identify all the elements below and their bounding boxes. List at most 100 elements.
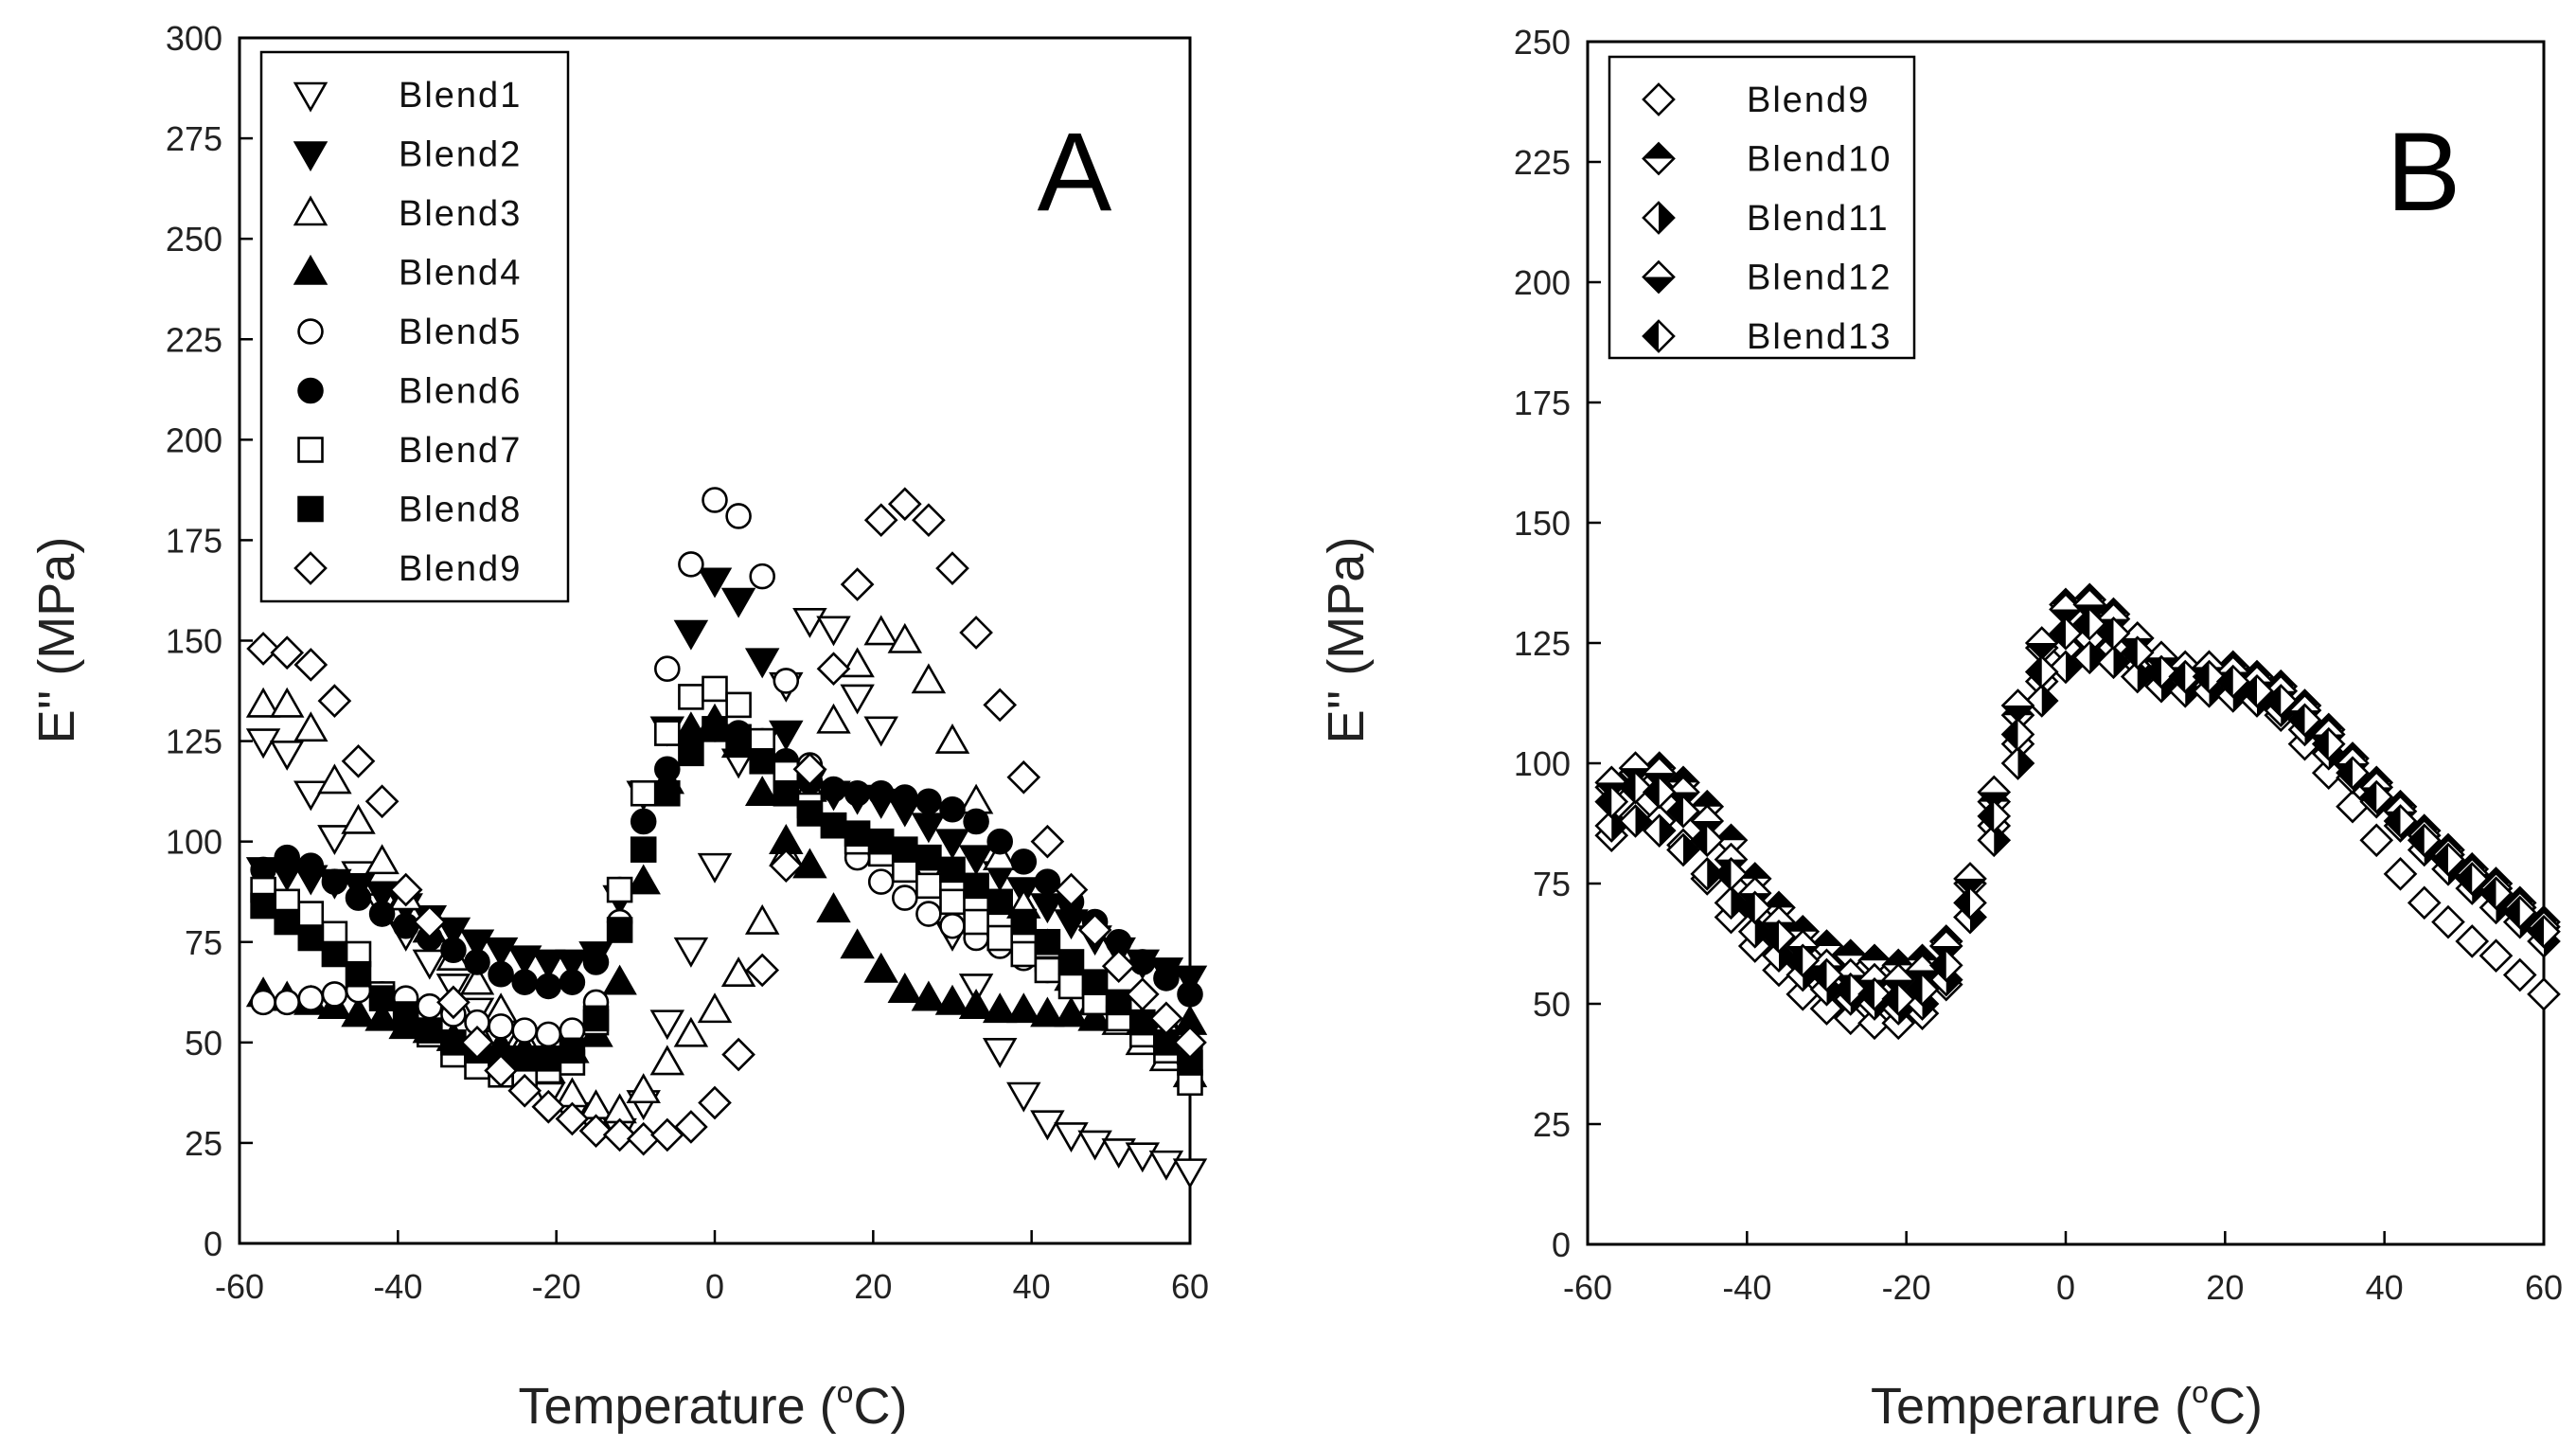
data-point	[863, 503, 898, 538]
x-axis-title-b: Temperarure (oC)	[1871, 1375, 2263, 1435]
data-point	[511, 1045, 538, 1072]
data-point	[269, 687, 305, 718]
legend-item-blend7: Blend7	[297, 431, 520, 471]
data-point	[2072, 606, 2107, 641]
data-point	[678, 740, 704, 767]
data-point	[915, 788, 942, 815]
data-point	[982, 1038, 1018, 1068]
x-tick-label: -20	[1882, 1268, 1931, 1307]
data-point	[887, 973, 923, 1003]
data-point	[1833, 972, 1868, 1007]
data-point	[293, 711, 329, 742]
data-point	[459, 964, 495, 995]
x-tick-label: -40	[373, 1267, 422, 1306]
data-point	[1105, 989, 1132, 1016]
data-point	[915, 901, 942, 927]
data-point	[1666, 794, 1700, 829]
data-point	[1618, 770, 1653, 805]
data-point	[1881, 982, 1916, 1016]
x-axis-title-b-degree: o	[2192, 1375, 2209, 1409]
data-point	[773, 668, 800, 694]
data-point	[1034, 868, 1061, 895]
data-point	[297, 852, 325, 879]
data-point	[1010, 849, 1038, 875]
data-point	[1714, 885, 1749, 920]
data-point	[459, 929, 495, 960]
legend-marker	[1642, 319, 1676, 353]
data-point	[721, 1037, 755, 1072]
data-point	[2168, 659, 2203, 694]
y-tick-label: 50	[1533, 985, 1571, 1024]
data-point	[630, 836, 657, 863]
data-point	[963, 808, 989, 835]
data-point	[1809, 991, 1844, 1026]
data-point	[678, 551, 704, 578]
data-point	[816, 703, 851, 734]
data-point	[2407, 885, 2442, 920]
legend-label: Blend8	[399, 491, 522, 530]
y-tick-label: 25	[185, 1124, 222, 1163]
data-point	[745, 953, 780, 988]
data-point	[392, 1001, 419, 1027]
data-point	[749, 748, 775, 775]
data-point	[863, 716, 898, 747]
x-axis-title-a: Temperature (oC)	[519, 1375, 908, 1435]
data-point	[364, 1000, 400, 1031]
data-point	[887, 622, 923, 653]
x-axis-title-a-degree: o	[837, 1375, 854, 1409]
data-point	[915, 872, 942, 900]
data-point	[535, 973, 562, 1000]
data-point	[2431, 842, 2465, 877]
data-point	[673, 1016, 709, 1047]
data-point	[269, 741, 305, 771]
data-point	[555, 1101, 590, 1136]
data-point	[602, 964, 637, 995]
data-point	[274, 908, 300, 936]
y-tick-label: 225	[1514, 143, 1571, 182]
data-point	[939, 856, 966, 884]
legend-label: Blend3	[399, 194, 522, 234]
data-point	[958, 989, 994, 1019]
data-point	[2527, 977, 2561, 1011]
data-point	[274, 844, 300, 871]
data-point	[464, 949, 490, 975]
legend-a: Blend1 Blend2 Blend3 Blend4 Blend5 Blend6 Blen…	[293, 76, 522, 589]
data-point	[654, 720, 681, 746]
data-point	[630, 808, 657, 835]
data-point	[697, 992, 733, 1024]
legend-label: Blend12	[1747, 259, 1892, 298]
data-point	[2287, 703, 2322, 738]
legend-item-blend9: Blend9	[1642, 80, 1868, 120]
legend-marker	[293, 195, 329, 226]
data-point	[606, 917, 633, 943]
data-point	[654, 779, 681, 807]
data-point	[816, 652, 851, 687]
data-point	[986, 888, 1013, 916]
data-point	[1977, 799, 2012, 833]
data-point	[1030, 996, 1065, 1027]
data-point	[1857, 1006, 1892, 1041]
data-point	[1785, 943, 1821, 978]
data-point	[792, 752, 827, 787]
legend-marker	[293, 81, 329, 113]
y-tick-label: 0	[1552, 1225, 1571, 1264]
x-axis-title-a-main: Temperature (	[519, 1378, 837, 1435]
data-point	[1833, 938, 1868, 974]
data-point	[2527, 914, 2561, 949]
x-tick-label: -20	[532, 1267, 581, 1306]
data-point	[270, 635, 305, 670]
data-point	[1177, 981, 1203, 1008]
data-point	[602, 1117, 637, 1152]
y-axis-title-b: E'' (MPa)	[1318, 537, 1375, 744]
data-point	[2072, 640, 2107, 675]
data-point	[1172, 1158, 1208, 1189]
data-point	[2264, 684, 2299, 718]
legend-item-blend10: Blend10	[1642, 140, 1890, 180]
data-point	[507, 1073, 542, 1108]
data-point	[725, 724, 752, 751]
y-tick-label: 50	[185, 1024, 222, 1063]
y-tick-label: 150	[166, 622, 222, 661]
data-point	[1737, 914, 1772, 949]
data-point	[582, 949, 610, 975]
